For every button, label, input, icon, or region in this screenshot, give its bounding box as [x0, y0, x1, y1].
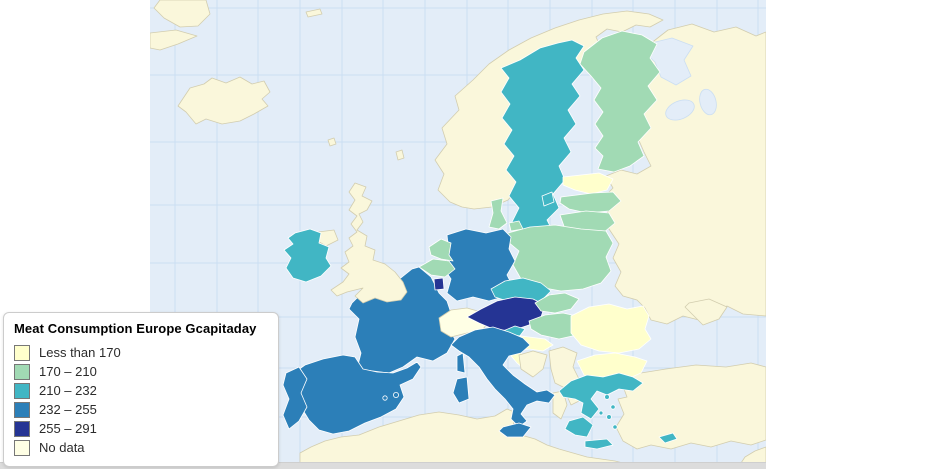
legend-label: 210 – 232 — [39, 383, 97, 398]
region-denmark[interactable] — [488, 197, 508, 230]
region-turkey[interactable] — [615, 362, 766, 450]
region-cyprus[interactable] — [658, 432, 678, 444]
legend-swatch — [14, 344, 30, 361]
balearic-island[interactable] — [392, 391, 399, 398]
region-belgium[interactable] — [418, 258, 456, 278]
legend-swatch — [14, 420, 30, 437]
greek-island[interactable] — [604, 394, 610, 400]
legend-row: 170 – 210 — [14, 362, 268, 381]
legend-swatch — [14, 439, 30, 456]
bottom-scroll-strip[interactable] — [0, 462, 766, 469]
legend-label: 232 – 255 — [39, 402, 97, 417]
lake-ladoga — [665, 99, 695, 121]
region-gotland[interactable] — [541, 191, 555, 207]
legend-swatch — [14, 363, 30, 380]
region-united-kingdom[interactable] — [330, 182, 408, 304]
region-netherlands[interactable] — [428, 238, 454, 262]
legend-title: Meat Consumption Europe Gcapitaday — [14, 321, 257, 336]
region-portugal[interactable] — [282, 366, 308, 430]
region-iceland[interactable] — [177, 76, 271, 125]
legend-label: Less than 170 — [39, 345, 121, 360]
region-romania[interactable] — [570, 303, 652, 354]
region-north-africa[interactable] — [299, 408, 624, 463]
legend-row: Less than 170 — [14, 343, 268, 362]
region-sardinia[interactable] — [452, 376, 470, 404]
region-peloponnese[interactable] — [564, 416, 594, 438]
region-sicily[interactable] — [498, 422, 532, 438]
region-faroe[interactable] — [327, 137, 337, 147]
region-greenland[interactable] — [153, 0, 211, 28]
countries — [150, 0, 766, 463]
legend-swatch — [14, 401, 30, 418]
region-shetland[interactable] — [395, 149, 405, 161]
legend: Meat Consumption Europe Gcapitaday Less … — [3, 312, 279, 467]
legend-row: 210 – 232 — [14, 381, 268, 400]
balearic-island[interactable] — [382, 395, 388, 401]
legend-row: 232 – 255 — [14, 400, 268, 419]
region-greenland-south[interactable] — [150, 29, 198, 51]
region-latvia[interactable] — [559, 191, 622, 214]
greek-island[interactable] — [610, 404, 616, 410]
region-czech-republic[interactable] — [490, 277, 552, 306]
greek-island[interactable] — [598, 410, 604, 416]
region-crete[interactable] — [584, 438, 614, 450]
legend-swatch — [14, 382, 30, 399]
region-italy[interactable] — [450, 326, 556, 428]
region-corsica[interactable] — [456, 352, 466, 374]
region-ireland[interactable] — [283, 228, 332, 283]
region-crimea[interactable] — [684, 298, 728, 326]
legend-row: 255 – 291 — [14, 419, 268, 438]
region-luxembourg[interactable] — [433, 277, 445, 291]
region-finland[interactable] — [579, 30, 661, 173]
lake-onega — [699, 88, 717, 116]
legend-label: 170 – 210 — [39, 364, 97, 379]
region-jan-mayen[interactable] — [305, 8, 323, 18]
region-estonia[interactable] — [562, 172, 614, 195]
region-levant[interactable] — [740, 446, 766, 463]
region-spain[interactable] — [287, 354, 422, 435]
legend-label: 255 – 291 — [39, 421, 97, 436]
region-slovakia[interactable] — [534, 292, 580, 314]
region-bosnia[interactable] — [518, 350, 548, 378]
legend-row: No data — [14, 438, 268, 457]
greek-island[interactable] — [612, 424, 618, 430]
legend-label: No data — [39, 440, 85, 455]
greek-island[interactable] — [606, 414, 612, 420]
